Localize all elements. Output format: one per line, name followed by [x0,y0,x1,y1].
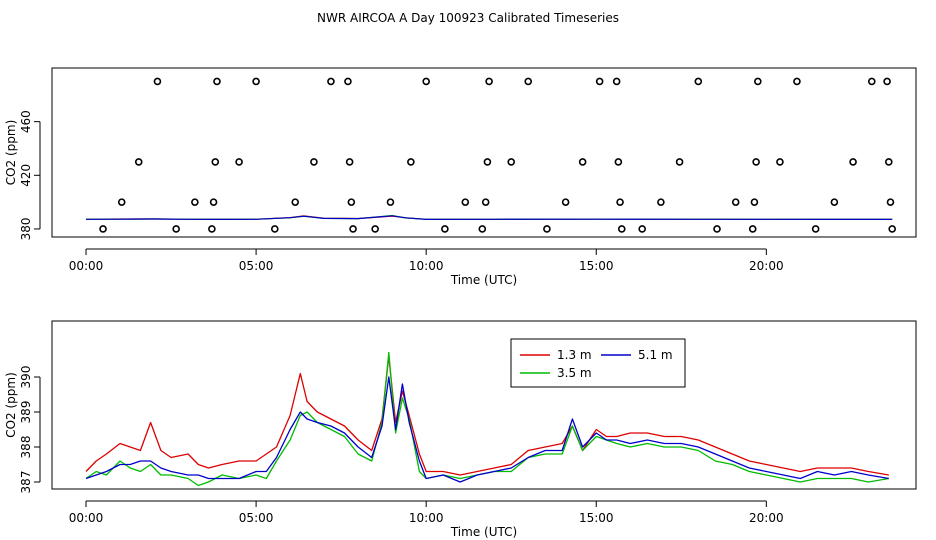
reference-point [884,158,893,166]
reference-point [485,77,493,86]
y-axis-label: CO2 (ppm) [4,120,18,186]
reference-point [252,77,260,86]
x-axis-label: Time (UTC) [450,525,517,539]
reference-point [793,77,801,86]
reference-point [386,198,395,206]
reference-point [657,198,665,206]
reference-point [349,225,357,233]
series-line-5-1-m [85,376,889,483]
reference-point [612,77,621,86]
chart-title: NWR AIRCOA A Day 100923 Calibrated Times… [317,11,619,25]
reference-point [675,158,684,166]
y-tick-label: 390 [19,366,33,389]
reference-point [561,198,570,206]
x-tick-label: 10:00 [409,259,444,273]
x-tick-label: 00:00 [69,511,104,525]
x-axis-label: Time (UTC) [450,273,517,287]
reference-point [407,158,415,166]
reference-point [638,225,646,233]
reference-point [191,198,199,206]
reference-point [99,225,107,233]
panel-top-scatter: 00:00 05:00 10:00 15:00 20:00 Time (UTC) 380 42… [4,67,917,287]
reference-point [347,198,356,206]
reference-point [883,77,891,86]
x-tick-label: 15:00 [579,259,614,273]
reference-point [616,198,624,206]
reference-point [507,158,516,166]
reference-point [235,158,243,166]
reference-point [776,158,784,166]
y-tick-label: 420 [19,164,33,187]
reference-point [888,225,896,233]
legend: 1.3 m 5.1 m 3.5 m [510,338,686,388]
reference-point [481,198,490,206]
reference-point [617,225,626,233]
reference-point [614,158,623,166]
reference-point [461,198,470,206]
x-tick-label: 15:00 [579,511,614,525]
reference-point [750,198,759,206]
series-line-5-1-m [85,215,893,221]
x-tick-label: 20:00 [749,511,784,525]
reference-point [731,198,740,206]
y-tick-label: 388 [19,436,33,459]
reference-point [478,225,487,233]
reference-point [595,77,604,86]
reference-point [578,158,587,166]
reference-point [213,77,221,86]
reference-point [208,225,216,233]
reference-point [524,77,533,86]
reference-point [811,225,820,233]
reference-point [211,158,220,166]
reference-point [291,198,300,206]
reference-point [752,158,760,166]
legend-label: 1.3 m [557,348,592,362]
y-tick-label: 460 [19,110,33,133]
plot-frame [51,67,917,238]
reference-point [371,225,379,233]
series-line-3-5-m [85,351,889,487]
reference-point [327,77,335,86]
series-line-1-3-m [85,355,889,476]
reference-point [543,225,551,233]
reference-point [117,198,126,206]
reference-point [713,225,721,233]
legend-label: 5.1 m [638,348,673,362]
reference-point [134,158,143,166]
reference-point [310,158,318,166]
reference-point [867,77,876,86]
reference-point [344,77,352,86]
x-tick-label: 00:00 [69,259,104,273]
reference-point [441,225,449,233]
legend-box [510,338,686,388]
reference-point [748,225,757,233]
reference-point [849,158,857,166]
legend-label: 3.5 m [557,366,592,380]
y-tick-label: 380 [19,217,33,240]
x-tick-label: 05:00 [239,259,274,273]
reference-point [886,198,895,206]
x-tick-label: 05:00 [239,511,274,525]
reference-point [153,77,162,86]
reference-point [830,198,839,206]
reference-point [483,158,492,166]
reference-point [754,77,762,86]
reference-point [271,225,279,233]
x-tick-label: 20:00 [749,259,784,273]
reference-point [345,158,354,166]
panel-bottom-lines: 00:00 05:00 10:00 15:00 20:00 Time (UTC) 387 38… [4,320,917,539]
reference-point [172,225,180,233]
y-tick-label: 389 [19,401,33,424]
plot-frame [51,320,917,490]
y-tick-label: 387 [19,471,33,494]
y-axis-label: CO2 (ppm) [4,372,18,438]
x-tick-label: 10:00 [409,511,444,525]
reference-point [694,77,703,86]
reference-point [209,198,218,206]
reference-point [422,77,430,86]
